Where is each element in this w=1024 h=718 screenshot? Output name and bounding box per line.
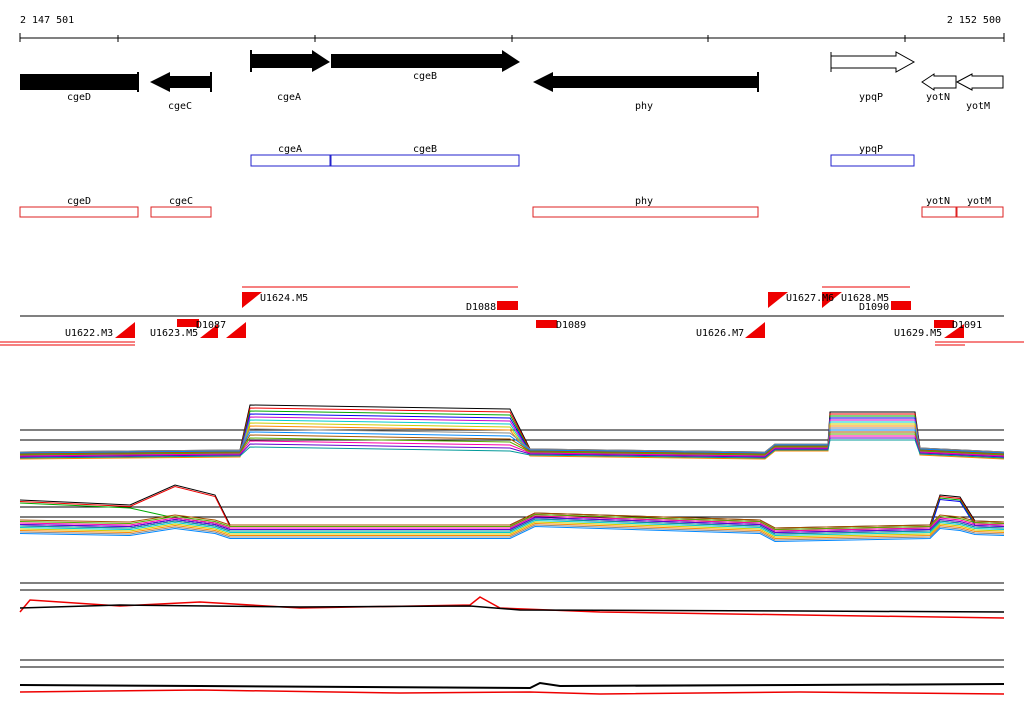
signal-traces — [19, 404, 1005, 695]
blue-label: ypqP — [859, 144, 883, 155]
gene-label: ypqP — [859, 92, 883, 103]
signal-trace — [19, 596, 1005, 619]
gene-label: cgeA — [277, 92, 301, 103]
signal-trace — [19, 439, 1005, 459]
gene-label: phy — [635, 101, 653, 112]
blue-track — [250, 154, 915, 167]
signal-trace — [19, 521, 1005, 538]
signal-trace — [19, 431, 1005, 455]
gene-arrows — [20, 50, 1004, 92]
signal-trace — [19, 525, 1005, 543]
signal-trace — [19, 512, 1005, 529]
signal-trace — [19, 429, 1005, 454]
feature-label: D1091 — [952, 320, 982, 331]
feature-label: U1629.M5 — [894, 328, 942, 339]
red-label: cgeC — [169, 196, 193, 207]
signal-trace — [19, 524, 1005, 541]
gene-label: cgeD — [67, 92, 91, 103]
signal-trace — [19, 515, 1005, 532]
signal-trace — [19, 435, 1005, 457]
blue-label: cgeB — [413, 144, 437, 155]
feature-label: U1626.M7 — [696, 328, 744, 339]
signal-trace — [19, 513, 1005, 531]
signal-trace — [19, 689, 1005, 695]
gene-label: yotM — [966, 101, 990, 112]
red-label: phy — [635, 196, 653, 207]
red-label: cgeD — [67, 196, 91, 207]
feature-label: U1628.M5 — [841, 293, 889, 304]
feature-label: U1622.M3 — [65, 328, 113, 339]
signal-trace — [19, 519, 1005, 537]
feature-track — [0, 286, 1024, 346]
red-label: yotM — [967, 196, 991, 207]
signal-trace — [19, 518, 1005, 535]
panel-lines — [20, 429, 1004, 668]
feature-label: D1087 — [196, 320, 226, 331]
red-track — [19, 206, 1004, 218]
gene-label: cgeC — [168, 101, 192, 112]
ruler-end: 2 152 500 — [947, 15, 1001, 26]
feature-label: D1090 — [859, 302, 889, 313]
ruler-start: 2 147 501 — [20, 15, 74, 26]
signal-trace — [19, 604, 1005, 613]
signal-trace — [19, 522, 1005, 540]
feature-label: D1089 — [556, 320, 586, 331]
feature-label: U1627.M6 — [786, 293, 834, 304]
ruler — [19, 33, 1005, 42]
feature-label: U1624.M5 — [260, 293, 308, 304]
signal-trace — [19, 433, 1005, 456]
blue-label: cgeA — [278, 144, 302, 155]
signal-trace — [19, 516, 1005, 534]
red-label: yotN — [926, 196, 950, 207]
signal-trace — [19, 437, 1005, 458]
gene-label: cgeB — [413, 71, 437, 82]
feature-label: D1088 — [466, 302, 496, 313]
feature-label: U1623.M5 — [150, 328, 198, 339]
signal-trace — [19, 485, 1005, 531]
gene-label: yotN — [926, 92, 950, 103]
signal-trace — [19, 681, 1005, 690]
